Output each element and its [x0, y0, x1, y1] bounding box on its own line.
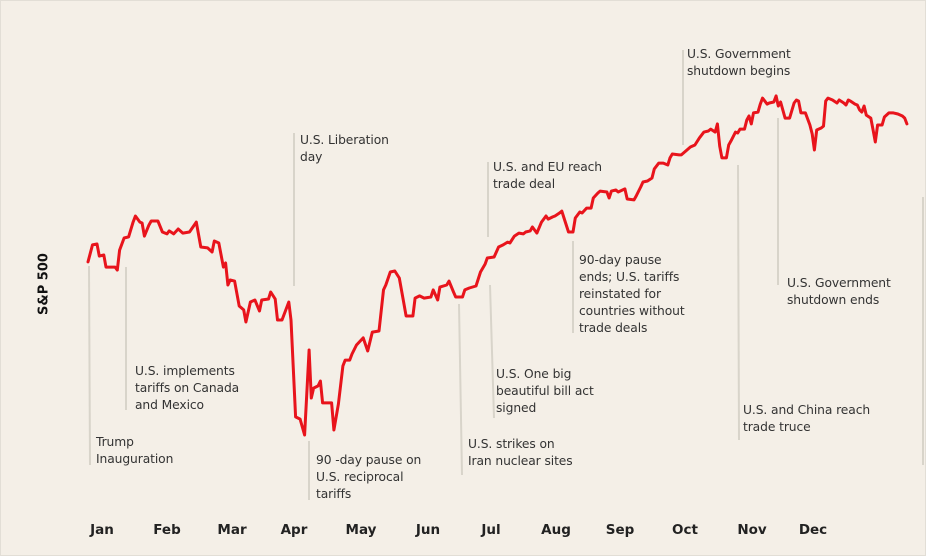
annotation-line: U.S. Government [787, 276, 891, 290]
y-axis-label: S&P 500 [36, 253, 52, 315]
leader-trump-inauguration [88, 265, 91, 466]
x-tick-may: May [345, 522, 377, 538]
annotation-line: countries without [579, 304, 685, 318]
x-tick-aug: Aug [541, 522, 571, 538]
x-tick-nov: Nov [737, 522, 767, 538]
annotation-line: ends; U.S. tariffs [579, 270, 680, 284]
annotation-line: U.S. and EU reach [493, 160, 602, 174]
annotation-liberation-day: U.S. Liberation day [300, 132, 389, 166]
annotation-shutdown-begins: U.S. Government shutdown begins [687, 46, 791, 80]
annotation-line: tariffs [316, 487, 352, 501]
annotation-iran-strikes: U.S. strikes on Iran nuclear sites [468, 436, 573, 470]
annotation-line: day [300, 150, 323, 164]
annotation-line: beautiful bill act [496, 384, 594, 398]
annotation-trump-inauguration: Trump Inauguration [96, 434, 173, 468]
x-tick-sep: Sep [605, 522, 635, 538]
annotation-shutdown-ends: U.S. Government shutdown ends [787, 275, 891, 309]
annotation-tariffs-canada-mexico: U.S. implements tariffs on Canada and Me… [135, 363, 239, 414]
annotation-china-truce: U.S. and China reach trade truce [743, 402, 870, 436]
x-tick-mar: Mar [217, 522, 247, 538]
annotation-eu-trade-deal: U.S. and EU reach trade deal [493, 159, 602, 193]
annotation-reciprocal-pause: 90 -day pause on U.S. reciprocal tariffs [316, 452, 421, 503]
x-tick-jun: Jun [415, 522, 441, 538]
annotation-line: U.S. strikes on [468, 437, 555, 451]
annotation-line: trade deals [579, 321, 648, 335]
leader-big-beautiful-bill [489, 284, 495, 419]
annotation-line: and Mexico [135, 398, 204, 412]
annotation-line: signed [496, 401, 537, 415]
annotation-line: reinstated for [579, 287, 661, 301]
x-tick-dec: Dec [798, 522, 828, 538]
x-tick-apr: Apr [280, 522, 308, 538]
annotation-leaders [88, 50, 924, 500]
annotation-line: U.S. implements [135, 364, 235, 378]
annotation-line: Inauguration [96, 452, 174, 466]
annotation-line: trade truce [743, 420, 811, 434]
annotation-line: 90-day pause [579, 253, 662, 267]
annotation-line: tariffs on Canada [135, 381, 240, 395]
x-tick-jan: Jan [90, 522, 114, 538]
annotation-line: trade deal [493, 177, 556, 191]
annotation-big-beautiful-bill: U.S. One big beautiful bill act signed [496, 366, 594, 417]
annotation-line: 90 -day pause on [316, 453, 422, 467]
sp500-series [86, 94, 909, 437]
annotation-line: Iran nuclear sites [468, 454, 573, 468]
annotation-line: U.S. One big [496, 367, 572, 381]
leader-china-truce [737, 164, 740, 441]
annotation-line: U.S. and China reach [743, 403, 871, 417]
annotation-line: U.S. Liberation [300, 133, 389, 147]
x-tick-oct: Oct [672, 522, 698, 538]
annotation-pause-ends: 90-day pause ends; U.S. tariffs reinstat… [579, 252, 685, 337]
annotation-line: U.S. Government [687, 47, 791, 61]
annotation-line: Trump [96, 435, 134, 449]
x-tick-jul: Jul [481, 522, 501, 538]
annotation-line: shutdown begins [687, 64, 791, 78]
annotation-line: shutdown ends [787, 293, 880, 307]
leader-iran-strikes [458, 303, 463, 476]
x-tick-feb: Feb [153, 522, 181, 538]
annotation-line: U.S. reciprocal [316, 470, 404, 484]
